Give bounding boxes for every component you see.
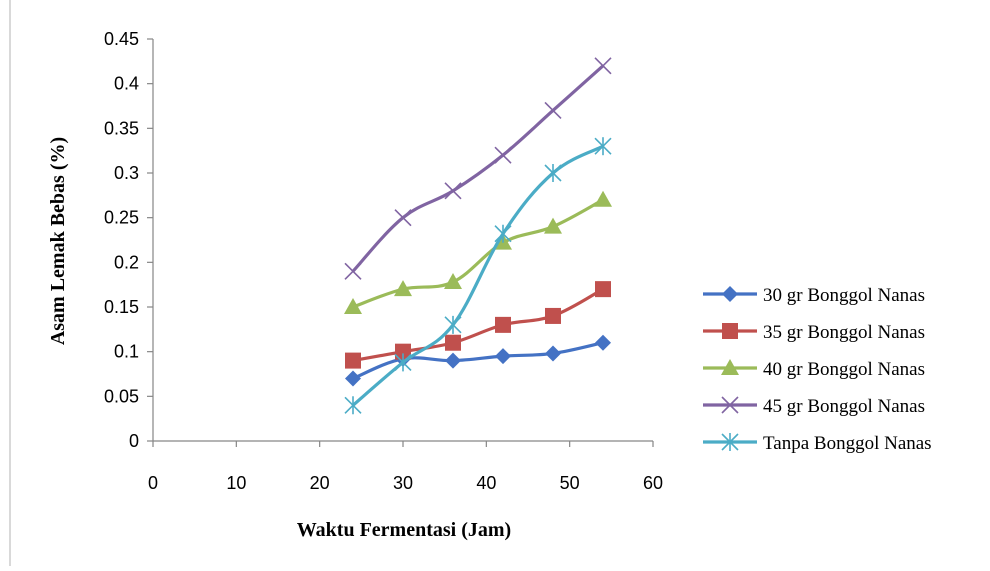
x-tick-label: 0 [148, 473, 158, 493]
data-point [344, 298, 362, 314]
x-tick-label: 40 [476, 473, 496, 493]
legend-label: 40 gr Bonggol Nanas [763, 359, 925, 380]
frame-border [9, 0, 11, 566]
legend-marker [721, 396, 739, 414]
y-tick-label: 0.3 [114, 163, 139, 183]
data-point [444, 182, 462, 200]
legend-marker [722, 323, 738, 339]
data-point [595, 334, 611, 351]
data-point [344, 262, 362, 280]
data-point [544, 217, 562, 234]
marker-stroke [594, 57, 612, 75]
legend-marker [721, 359, 739, 375]
data-point [445, 334, 461, 351]
data-point [594, 190, 612, 207]
data-point [344, 396, 362, 415]
data-point [545, 307, 561, 324]
x-tick-label: 20 [310, 473, 330, 493]
data-point [345, 352, 361, 369]
data-point [544, 164, 562, 182]
legend-item: 30 gr Bonggol Nanas [703, 285, 925, 306]
legend-marker [721, 433, 739, 451]
data-point [394, 280, 412, 297]
x-tick-label: 60 [643, 473, 663, 493]
x-axis-title: Waktu Fermentasi (Jam) [297, 519, 511, 541]
data-point [444, 315, 462, 334]
data-point [394, 353, 412, 372]
x-tick-label: 50 [560, 473, 580, 493]
data-point [394, 209, 412, 227]
data-point [395, 343, 411, 360]
legend-item: 40 gr Bonggol Nanas [703, 359, 925, 380]
data-point [594, 137, 612, 156]
legend-label: 45 gr Bonggol Nanas [763, 396, 925, 417]
x-tick-label: 10 [226, 473, 246, 493]
y-tick-label: 0.25 [104, 208, 139, 228]
x-tick-label: 30 [393, 473, 413, 493]
data-point [594, 57, 612, 75]
marker-stroke [444, 182, 462, 200]
data-point [345, 370, 361, 387]
series-line [351, 144, 604, 407]
series-2 [345, 281, 611, 369]
marker-stroke [721, 396, 739, 414]
y-tick-label: 0.35 [104, 118, 139, 138]
data-point [544, 101, 562, 120]
series-3 [344, 190, 612, 314]
marker-stroke [544, 101, 562, 120]
series-5 [344, 137, 612, 415]
data-point [495, 316, 511, 333]
y-tick-label: 0.2 [114, 252, 139, 272]
y-tick-label: 0.45 [104, 29, 139, 49]
series-line [351, 64, 605, 273]
y-tick-label: 0 [129, 431, 139, 451]
y-tick-label: 0.05 [104, 386, 139, 406]
y-tick-label: 0.1 [114, 342, 139, 362]
legend-item: Tanpa Bonggol Nanas [703, 433, 932, 454]
series-line [352, 198, 604, 309]
data-point [595, 281, 611, 298]
legend: 30 gr Bonggol Nanas 35 gr Bonggol Nanas 40… [703, 285, 932, 454]
legend-label: 35 gr Bonggol Nanas [763, 322, 925, 343]
y-axis-ticks: 0 0.05 0.1 0.15 0.2 0.25 0.3 0.35 0.4 0.45 [104, 29, 153, 451]
series-4 [344, 57, 612, 280]
data-point [494, 224, 512, 243]
data-point [444, 272, 462, 289]
marker-stroke [344, 262, 362, 280]
legend-item: 45 gr Bonggol Nanas [703, 396, 925, 417]
legend-marker [722, 286, 738, 302]
marker-stroke [394, 209, 412, 227]
legend-item: 35 gr Bonggol Nanas [703, 322, 925, 343]
legend-label: Tanpa Bonggol Nanas [763, 433, 932, 454]
series-layer [344, 57, 612, 415]
y-axis-title: Asam Lemak Bebas (%) [47, 137, 69, 345]
axes [152, 39, 653, 442]
y-tick-label: 0.4 [114, 74, 139, 94]
data-point [545, 345, 561, 362]
y-tick-label: 0.15 [104, 297, 139, 317]
legend-label: 30 gr Bonggol Nanas [763, 285, 925, 306]
x-axis-ticks: 0 10 20 30 40 50 60 [148, 441, 663, 493]
data-point [494, 146, 512, 164]
marker-stroke [494, 146, 512, 164]
data-point [495, 348, 511, 365]
data-point [445, 352, 461, 369]
